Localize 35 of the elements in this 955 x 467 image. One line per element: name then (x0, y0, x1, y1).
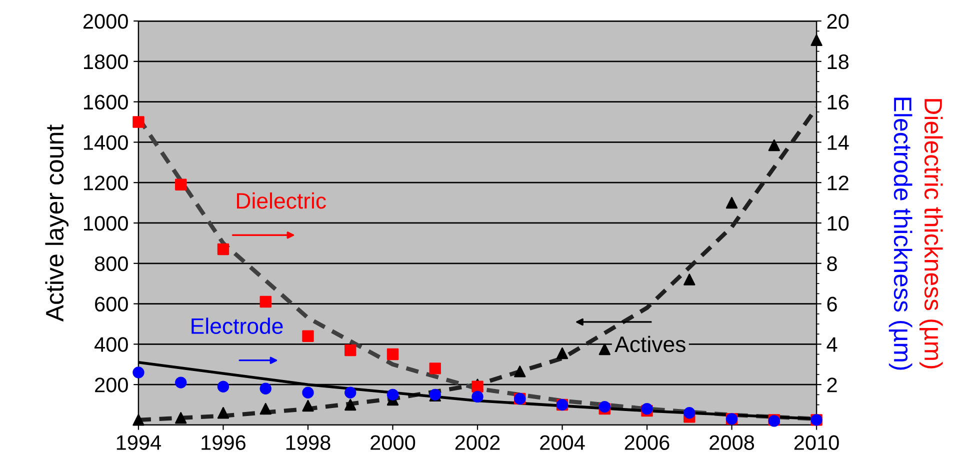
y2-tick-label: 10 (828, 216, 849, 231)
y2-tick-label: 18 (828, 54, 849, 70)
y-tick-label: 1600 (84, 94, 128, 110)
annotation: Dielectric (237, 192, 326, 209)
y2-tick-label: 12 (828, 176, 848, 190)
y-tick-label: 2000 (83, 14, 128, 29)
y-tick-label: 400 (94, 337, 128, 352)
x-tick-label: 1996 (202, 435, 246, 450)
y-tick-label: 1200 (84, 176, 128, 190)
x-tick-label: 2006 (624, 435, 670, 450)
y-axis-title: Active layer count (45, 124, 69, 322)
y2-tick-label: 20 (827, 14, 849, 29)
x-tick-label: 2004 (540, 435, 585, 450)
y-tick-label: 600 (95, 296, 128, 312)
x-tick-label: 2000 (370, 435, 416, 450)
y2-tick-label: 16 (828, 94, 849, 110)
y2-tick-label: 8 (827, 256, 837, 272)
x-tick-label: 2010 (794, 435, 839, 450)
y-tick-label: 800 (94, 256, 128, 272)
annotation: Electrode (192, 318, 283, 334)
y2-tick-label: 6 (827, 296, 837, 312)
y-tick-label: 1000 (84, 216, 128, 231)
y2-tick-label: 14 (828, 135, 849, 150)
y-tick-label: 200 (95, 378, 128, 392)
y-tick-label: 1400 (84, 135, 128, 150)
x-tick-label: 2002 (455, 435, 500, 450)
x-tick-label: 1994 (116, 435, 162, 450)
x-tick-label: 2008 (710, 435, 754, 450)
text: Electrode thickness (µm) (888, 98, 912, 370)
y2-tick-label: 2 (827, 378, 837, 392)
text: Dielectric thickness (µm) (919, 99, 943, 368)
x-tick-label: 1998 (286, 435, 330, 450)
annotation: Actives (614, 336, 686, 352)
y2-tick-label: 4 (826, 337, 838, 352)
y-tick-label: 1800 (84, 54, 128, 70)
